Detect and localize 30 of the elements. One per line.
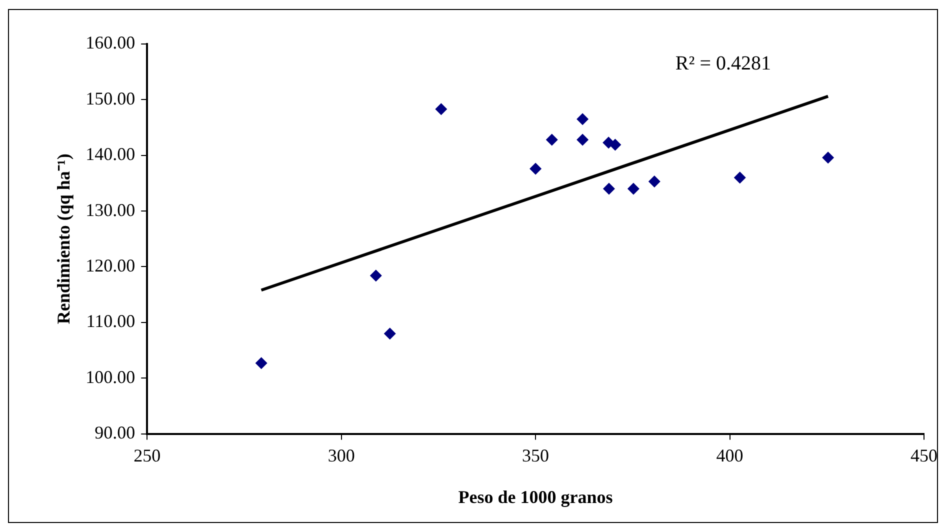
point (435, 103, 448, 116)
y-axis-title: Rendimiento (qq ha⁻¹) (53, 154, 74, 324)
annotation: R² = 0.4281 (675, 52, 772, 74)
y-tick-label: 90.00 (94, 422, 136, 443)
y-tick-label: 110.00 (86, 311, 136, 332)
y-tick-label: 130.00 (86, 200, 136, 220)
x-tick-label: 300 (328, 445, 355, 466)
point (609, 138, 622, 151)
point (648, 176, 660, 188)
y-tick-label: 100.00 (86, 366, 136, 387)
x-tick-label: 250 (134, 445, 161, 466)
x-tick-label: 350 (522, 445, 550, 466)
x-tick-label: 450 (910, 445, 938, 466)
point (627, 182, 640, 195)
point (602, 182, 615, 195)
point (530, 162, 542, 175)
point (734, 172, 746, 184)
point (370, 270, 382, 282)
point (576, 134, 589, 146)
y-tick-label: 140.00 (86, 144, 136, 164)
point (546, 134, 558, 146)
x-tick-label: 400 (716, 445, 744, 466)
x-axis-title: Peso de 1000 granos (458, 486, 613, 507)
y-tick-label: 120.00 (86, 255, 136, 276)
point (255, 357, 268, 370)
point (384, 328, 396, 340)
point (822, 152, 834, 164)
point (576, 113, 589, 126)
y-tick-label: 160.00 (86, 32, 136, 53)
y-tick-label: 150.00 (86, 88, 136, 108)
